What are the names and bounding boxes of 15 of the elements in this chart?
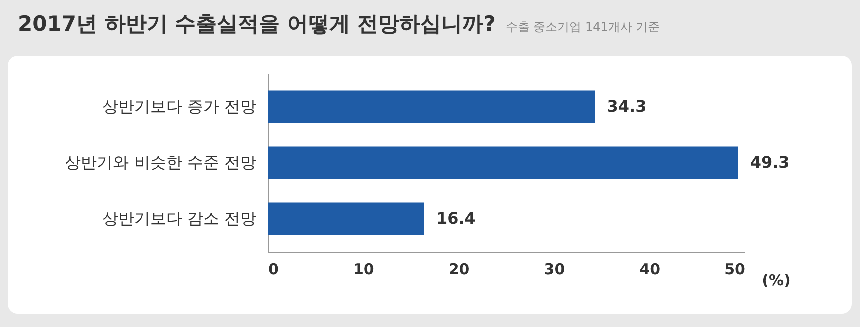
x-tick-label: 20: [448, 260, 470, 278]
data-label: 16.4: [436, 208, 476, 228]
data-label: 34.3: [607, 97, 647, 116]
x-axis-title: (%): [762, 272, 791, 290]
data-label: 49.3: [750, 153, 790, 172]
y-tick-label: 상반기보다 감소 전망: [102, 208, 256, 228]
y-tick-label: 상반기보다 증가 전망: [102, 97, 256, 116]
x-tick-label: 10: [353, 260, 374, 278]
x-tick-label: 30: [544, 260, 566, 278]
chart-subtitle: 수출 중소기업 141개사 기준: [506, 19, 660, 36]
chart-title: 2017년 하반기 수출실적을 어떻게 전망하십니까?: [18, 11, 496, 38]
x-tick-label: 50: [724, 260, 746, 278]
y-tick-label: 상반기와 비슷한 수준 전망: [65, 153, 256, 172]
x-tick-label: 40: [640, 260, 661, 278]
x-tick-label: 0: [268, 260, 279, 278]
